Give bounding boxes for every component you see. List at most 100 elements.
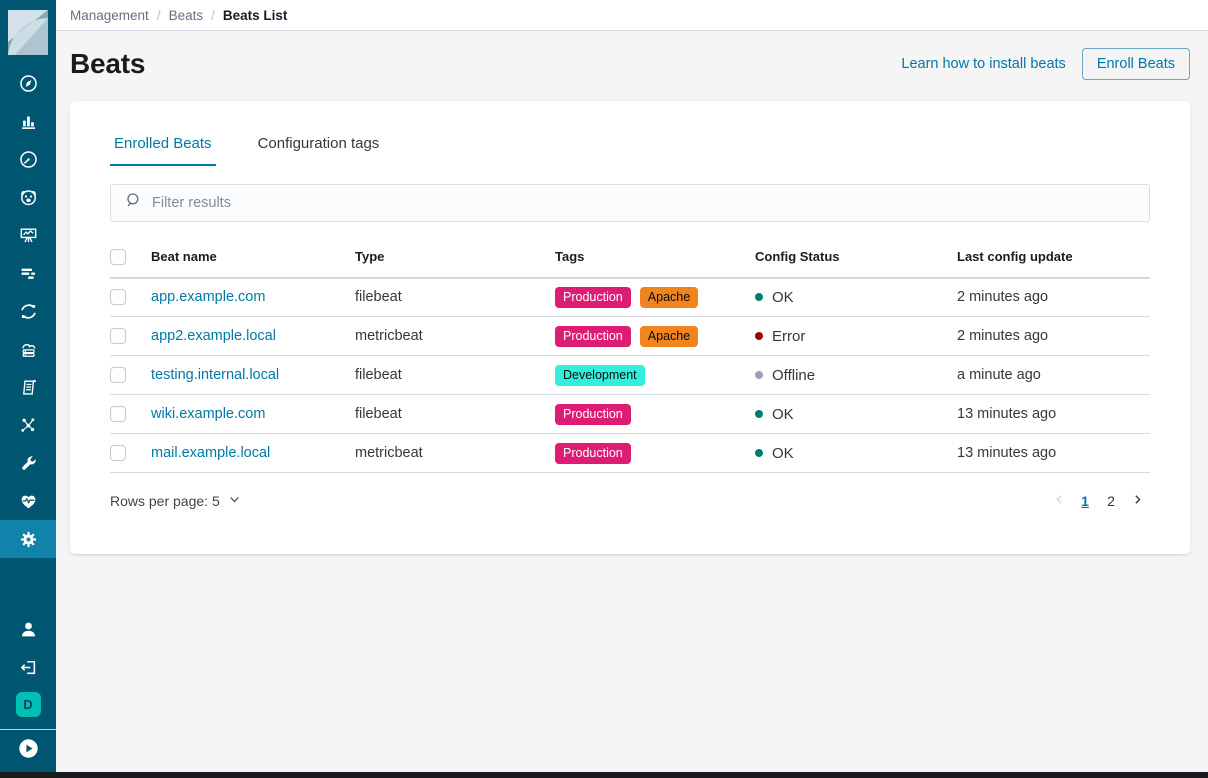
beat-name-link[interactable]: wiki.example.com — [151, 406, 265, 422]
last-config-update: 13 minutes ago — [957, 434, 1150, 473]
breadcrumb-beats[interactable]: Beats — [169, 8, 204, 23]
table-footer: Rows per page: 5 1 2 — [110, 488, 1150, 514]
kibana-logo[interactable] — [0, 0, 56, 64]
tag-badge-production[interactable]: Production — [555, 326, 631, 347]
rows-per-page-label: Rows per page: 5 — [110, 493, 220, 509]
breadcrumb: Management / Beats / Beats List — [56, 0, 1208, 31]
beats-panel: Enrolled Beats Configuration tags Beat n… — [70, 101, 1190, 554]
table-row: mail.example.local metricbeat Production… — [110, 434, 1150, 473]
row-checkbox[interactable] — [110, 406, 126, 422]
sidebar-item-timelion[interactable] — [0, 216, 56, 254]
column-header-last-config-update: Last config update — [957, 238, 1150, 278]
page-title: Beats — [70, 48, 145, 80]
breadcrumb-management[interactable]: Management — [70, 8, 149, 23]
beat-type: metricbeat — [355, 317, 555, 356]
space-selector-badge[interactable]: D — [16, 692, 41, 717]
column-header-type: Type — [355, 238, 555, 278]
last-config-update: 2 minutes ago — [957, 278, 1150, 317]
chevron-left-icon — [1052, 492, 1067, 510]
sidebar-item-logout[interactable] — [0, 648, 56, 686]
config-status: OK — [755, 289, 949, 306]
filter-box — [110, 184, 1150, 222]
app-sidebar: D — [0, 0, 56, 772]
sidebar-item-graph[interactable] — [0, 406, 56, 444]
tab-enrolled-beats[interactable]: Enrolled Beats — [110, 125, 216, 166]
table-row: app.example.com filebeat Production Apac… — [110, 278, 1150, 317]
last-config-update: 2 minutes ago — [957, 317, 1150, 356]
learn-install-link[interactable]: Learn how to install beats — [901, 56, 1065, 72]
sidebar-item-notebook[interactable] — [0, 368, 56, 406]
row-checkbox[interactable] — [110, 367, 126, 383]
wrench-icon — [18, 453, 39, 474]
sidebar-item-monitoring[interactable] — [0, 482, 56, 520]
page-header: Beats Learn how to install beats Enroll … — [56, 31, 1208, 101]
select-all-checkbox[interactable] — [110, 249, 126, 265]
sidebar-item-account[interactable] — [0, 610, 56, 648]
last-config-update: a minute ago — [957, 356, 1150, 395]
pagination-page-1[interactable]: 1 — [1072, 488, 1098, 514]
sidebar-collapse-toggle[interactable] — [0, 730, 56, 772]
sidebar-item-apm[interactable] — [0, 292, 56, 330]
sidebar-item-canvas[interactable] — [0, 178, 56, 216]
bar-chart-icon — [18, 111, 39, 132]
table-header-row: Beat name Type Tags Config Status Last c… — [110, 238, 1150, 278]
chart-easel-icon — [18, 225, 39, 246]
beat-name-link[interactable]: mail.example.local — [151, 445, 270, 461]
kibana-logo-icon — [7, 9, 49, 56]
beat-name-link[interactable]: app2.example.local — [151, 328, 276, 344]
pagination-prev-button — [1046, 488, 1072, 514]
last-config-update: 13 minutes ago — [957, 395, 1150, 434]
sidebar-item-dev-tools[interactable] — [0, 444, 56, 482]
chevron-right-icon — [1130, 492, 1145, 510]
breadcrumb-beats-list: Beats List — [223, 8, 288, 23]
pagination: 1 2 — [1046, 488, 1150, 514]
sidebar-item-logs[interactable] — [0, 254, 56, 292]
config-status: Offline — [755, 367, 949, 384]
tag-badge-production[interactable]: Production — [555, 404, 631, 425]
status-ok-dot — [755, 449, 763, 457]
table-row: wiki.example.com filebeat Production OK … — [110, 395, 1150, 434]
tag-badge-development[interactable]: Development — [555, 365, 645, 386]
config-status: Error — [755, 328, 949, 345]
row-checkbox[interactable] — [110, 445, 126, 461]
sidebar-item-dashboard[interactable] — [0, 140, 56, 178]
face-icon — [18, 187, 39, 208]
gauge-icon — [18, 149, 39, 170]
sidebar-item-discover[interactable] — [0, 64, 56, 102]
sidebar-item-management[interactable] — [0, 520, 56, 558]
pagination-page-2[interactable]: 2 — [1098, 488, 1124, 514]
tab-configuration-tags[interactable]: Configuration tags — [254, 125, 384, 166]
table-row: app2.example.local metricbeat Production… — [110, 317, 1150, 356]
circular-arrows-icon — [18, 301, 39, 322]
breadcrumb-separator: / — [157, 8, 161, 23]
tag-badge-apache[interactable]: Apache — [640, 326, 698, 347]
column-header-beat-name: Beat name — [151, 238, 355, 278]
header-actions: Learn how to install beats Enroll Beats — [901, 48, 1190, 80]
beat-name-link[interactable]: app.example.com — [151, 289, 265, 305]
beat-type: metricbeat — [355, 434, 555, 473]
sidebar-item-infrastructure[interactable] — [0, 330, 56, 368]
status-ok-dot — [755, 410, 763, 418]
filter-results-input[interactable] — [152, 195, 1137, 211]
row-checkbox[interactable] — [110, 289, 126, 305]
beat-type: filebeat — [355, 395, 555, 434]
log-lines-icon — [18, 263, 39, 284]
sidebar-item-visualize[interactable] — [0, 102, 56, 140]
user-icon — [18, 619, 39, 640]
tabs: Enrolled Beats Configuration tags — [110, 125, 1150, 166]
tag-badge-apache[interactable]: Apache — [640, 287, 698, 308]
status-error-dot — [755, 332, 763, 340]
breadcrumb-separator: / — [211, 8, 215, 23]
row-checkbox[interactable] — [110, 328, 126, 344]
chevron-down-icon — [220, 492, 242, 510]
enroll-beats-button[interactable]: Enroll Beats — [1082, 48, 1190, 80]
play-icon — [17, 737, 40, 765]
tag-badge-production[interactable]: Production — [555, 287, 631, 308]
tag-badge-production[interactable]: Production — [555, 443, 631, 464]
column-header-config-status: Config Status — [755, 238, 957, 278]
table-row: testing.internal.local filebeat Developm… — [110, 356, 1150, 395]
beat-name-link[interactable]: testing.internal.local — [151, 367, 279, 383]
rows-per-page-control[interactable]: Rows per page: 5 — [110, 492, 242, 510]
logout-icon — [18, 657, 39, 678]
pagination-next-button[interactable] — [1124, 488, 1150, 514]
